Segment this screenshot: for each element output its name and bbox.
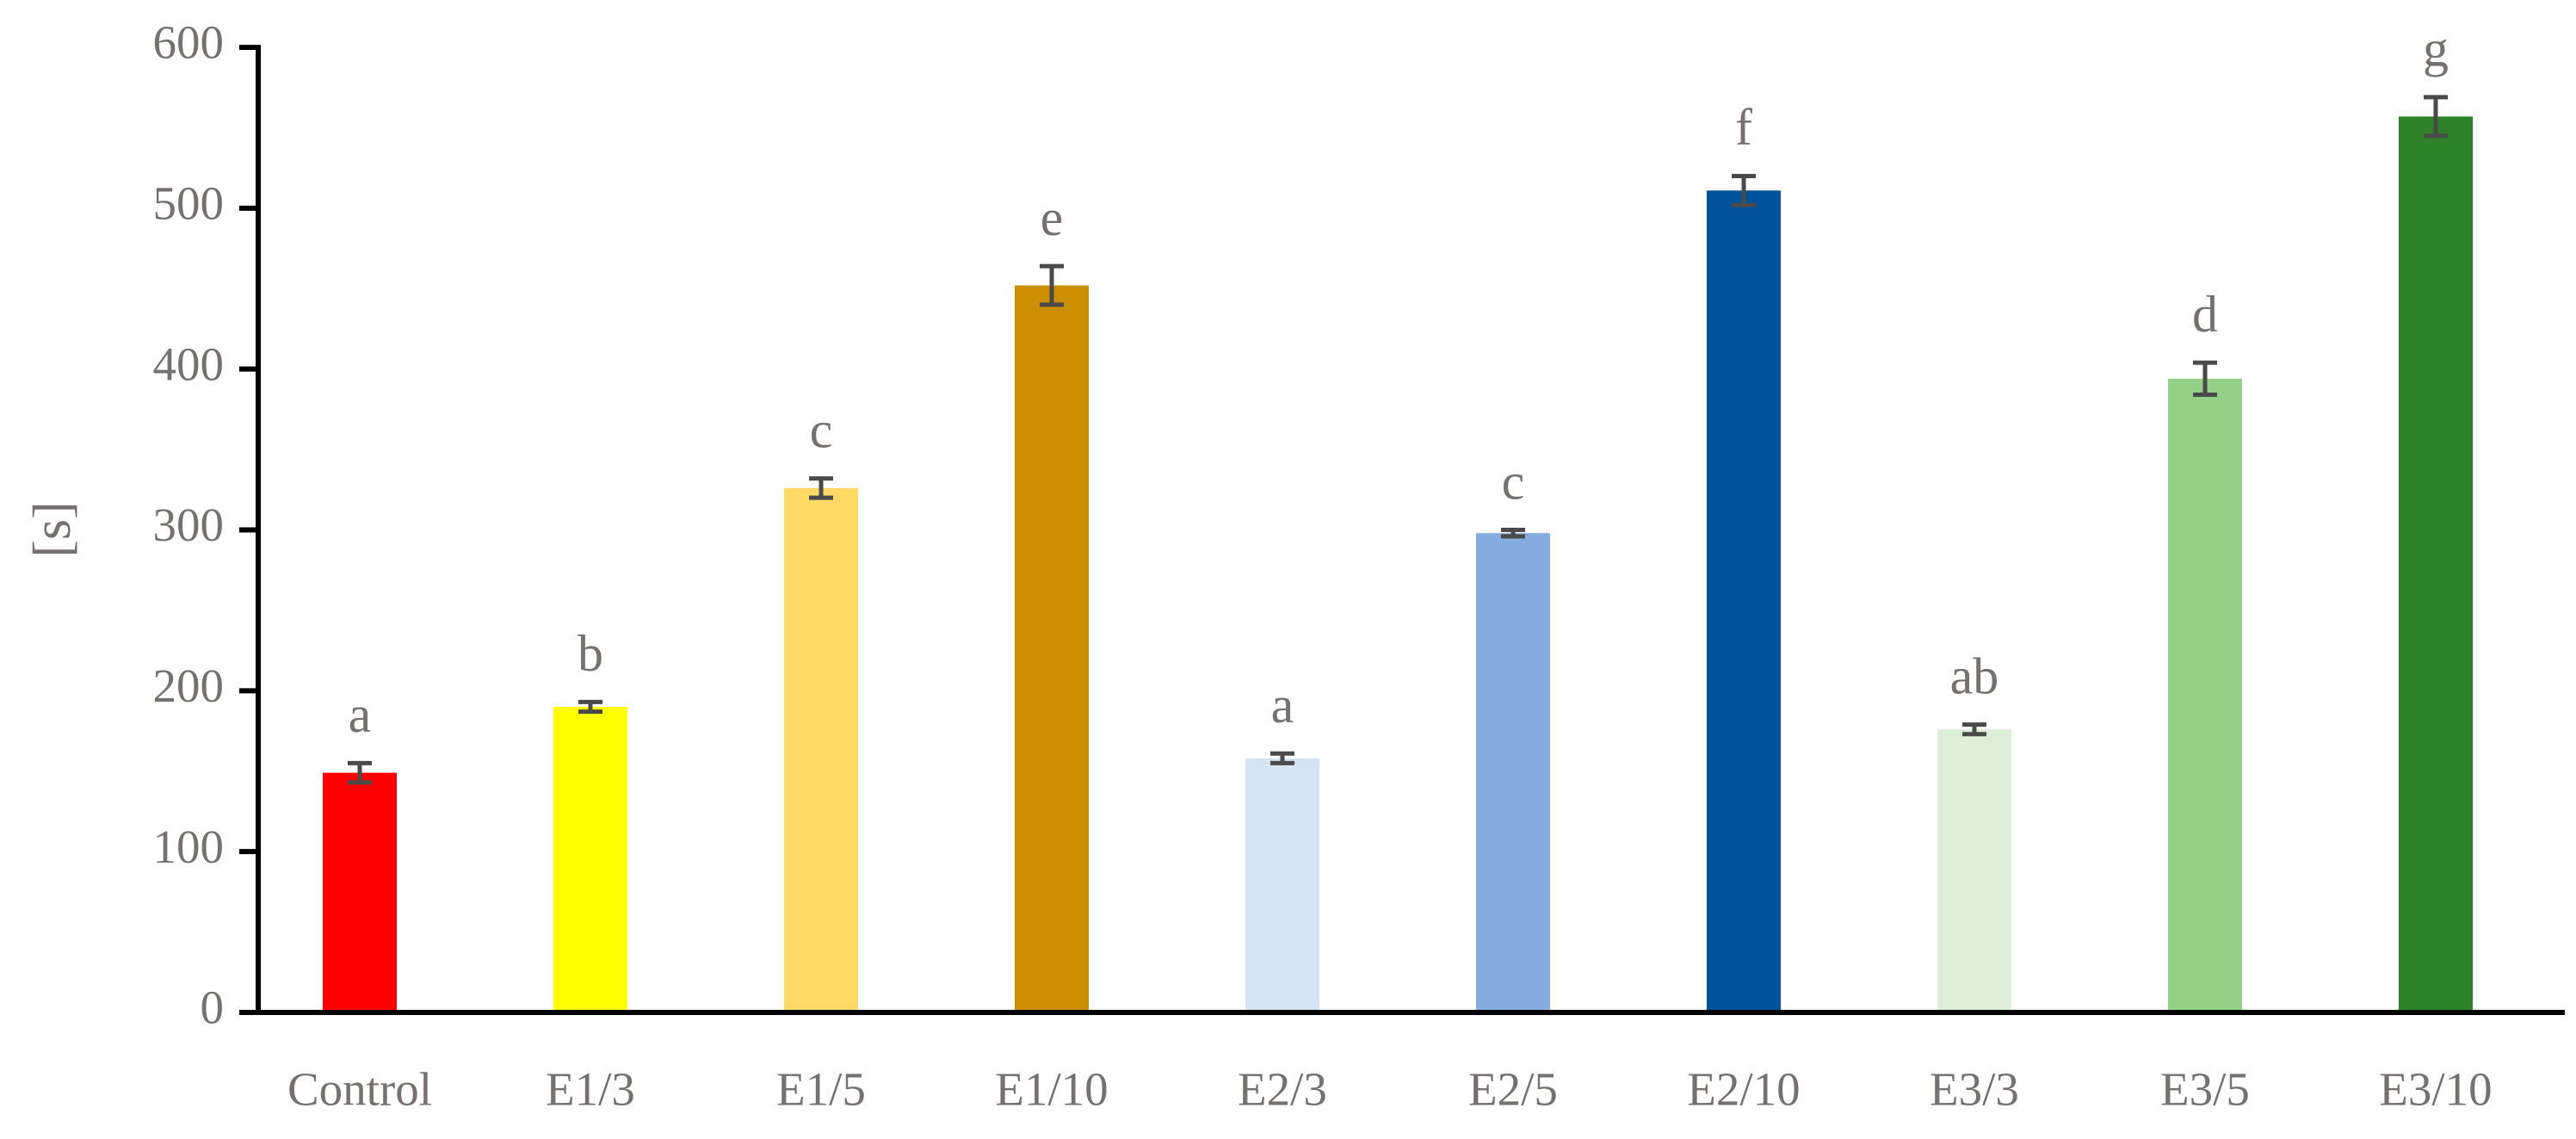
x-tick-label: E2/3: [1238, 1063, 1327, 1116]
x-tick-label: E3/5: [2160, 1063, 2250, 1116]
bar: [2399, 116, 2473, 1012]
error-bar: [1962, 722, 1986, 737]
error-bar: [578, 699, 602, 715]
error-bar: [2193, 360, 2217, 398]
significance-letter: a: [1271, 677, 1294, 734]
x-tick-label: E1/5: [776, 1063, 866, 1116]
bar: [1937, 729, 2011, 1012]
bar: [2168, 378, 2242, 1012]
error-bar: [809, 476, 833, 500]
bar: [1015, 285, 1089, 1013]
x-tick-label: E1/10: [995, 1063, 1108, 1116]
error-bar: [1270, 751, 1294, 765]
bar: [1245, 758, 1319, 1012]
x-tick-label: Control: [287, 1063, 432, 1116]
x-tick-label: E3/10: [2379, 1063, 2492, 1116]
y-tick-label: 100: [153, 820, 225, 873]
significance-letter: c: [810, 401, 833, 458]
error-bar: [348, 760, 372, 785]
y-tick-label: 300: [153, 498, 225, 551]
bar: [1707, 190, 1781, 1012]
error-bar: [1040, 263, 1064, 307]
x-tick-label: E2/5: [1468, 1063, 1558, 1116]
x-tick-label: E1/3: [546, 1063, 635, 1116]
bar: [784, 487, 858, 1012]
y-tick-label: 0: [201, 981, 225, 1034]
x-tick-label: E3/3: [1930, 1063, 2019, 1116]
bar: [323, 772, 397, 1012]
y-tick-label: 400: [153, 337, 225, 390]
y-tick-label: 200: [153, 659, 225, 712]
y-axis-label: [s]: [23, 501, 82, 557]
significance-letter: d: [2192, 286, 2218, 343]
error-bar: [1732, 173, 1756, 207]
significance-letter: b: [578, 625, 603, 682]
y-tick-label: 500: [153, 176, 225, 229]
significance-letter: a: [349, 686, 372, 743]
significance-letter: g: [2423, 21, 2449, 77]
y-tick-label: 600: [153, 16, 225, 69]
significance-letter: ab: [1950, 647, 1999, 704]
x-tick-label: E2/10: [1687, 1063, 1800, 1116]
bar: [553, 707, 627, 1012]
significance-letter: c: [1502, 453, 1525, 510]
bar: [1476, 533, 1550, 1012]
error-bar: [1501, 528, 1525, 539]
significance-letter: f: [1735, 99, 1752, 156]
error-bar: [2424, 95, 2448, 139]
significance-letter: e: [1041, 189, 1064, 246]
